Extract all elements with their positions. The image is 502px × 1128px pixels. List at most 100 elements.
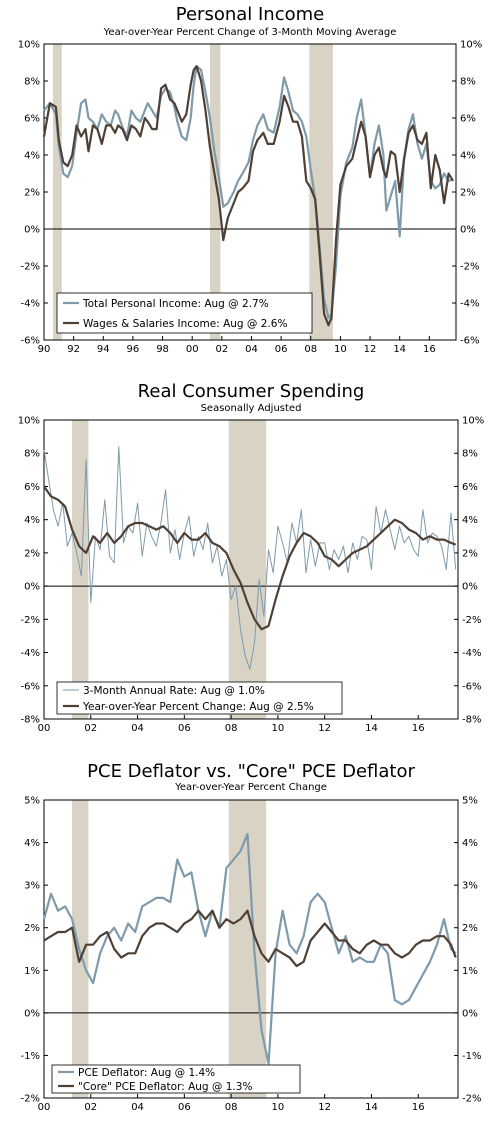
x-tick-label: 90 <box>38 344 51 355</box>
x-tick-label: 00 <box>186 344 199 355</box>
y-tick-label-left: 6% <box>24 114 40 125</box>
chart-subtitle: Seasonally Adjusted <box>201 403 302 414</box>
y-tick-label-left: -2% <box>21 615 40 626</box>
legend-label: Wages & Salaries Income: Aug @ 2.6% <box>83 318 287 330</box>
legend-box <box>51 1064 301 1094</box>
y-tick-label-left: 5% <box>24 796 40 807</box>
chart-title: Real Consumer Spending <box>138 381 365 402</box>
x-tick-label: 12 <box>318 1102 331 1113</box>
x-tick-label: 06 <box>178 1102 191 1113</box>
y-tick-label-right: 8% <box>460 77 476 88</box>
y-tick-label-right: -6% <box>462 681 481 692</box>
y-tick-label-right: -2% <box>462 1094 481 1105</box>
legend-label: 3-Month Annual Rate: Aug @ 1.0% <box>83 685 265 697</box>
y-tick-label-left: 3% <box>24 881 40 892</box>
x-tick-label: 04 <box>245 344 258 355</box>
y-tick-label-left: 4% <box>24 151 40 162</box>
x-tick-label: 08 <box>225 723 238 734</box>
chart-1: Personal Income Year-over-Year Percent Ch… <box>18 4 482 355</box>
x-tick-label: 02 <box>84 1102 97 1113</box>
x-tick-label: 06 <box>178 723 191 734</box>
y-tick-label-left: -1% <box>21 1051 40 1062</box>
legend-label: Year-over-Year Percent Change: Aug @ 2.5… <box>82 701 314 713</box>
y-tick-label-left: -2% <box>21 262 40 273</box>
x-tick-label: 00 <box>38 1102 51 1113</box>
y-tick-label-left: 0% <box>24 582 40 593</box>
x-tick-label: 16 <box>423 344 436 355</box>
y-tick-label-right: 2% <box>462 548 478 559</box>
x-tick-label: 96 <box>127 344 140 355</box>
recession-band <box>209 44 221 340</box>
legend-box <box>56 292 313 334</box>
y-tick-label-right: 5% <box>462 796 478 807</box>
x-tick-label: 02 <box>84 723 97 734</box>
y-tick-label-right: -6% <box>460 336 479 347</box>
x-tick-label: 92 <box>67 344 80 355</box>
recession-band <box>228 420 267 719</box>
chart-3: PCE Deflator vs. "Core" PCE DeflatorYear… <box>21 761 482 1113</box>
x-tick-label: 06 <box>275 344 288 355</box>
series-line-primary <box>43 65 454 319</box>
y-tick-label-right: -4% <box>460 299 479 310</box>
series-line-secondary <box>43 485 457 631</box>
y-tick-label-left: -2% <box>21 1094 40 1105</box>
x-tick-label: 10 <box>334 344 347 355</box>
y-tick-label-left: -6% <box>21 336 40 347</box>
y-tick-label-left: 8% <box>24 77 40 88</box>
chart-title: Personal Income <box>176 4 324 25</box>
y-tick-label-right: 4% <box>460 151 476 162</box>
legend-box <box>56 681 343 715</box>
y-tick-label-left: 2% <box>24 548 40 559</box>
y-tick-label-left: 8% <box>24 449 40 460</box>
x-tick-label: 14 <box>365 723 378 734</box>
y-tick-label-right: 0% <box>462 1008 478 1019</box>
y-tick-label-left: 2% <box>24 188 40 199</box>
y-tick-label-left: 4% <box>24 515 40 526</box>
y-tick-label-right: -2% <box>462 615 481 626</box>
y-tick-label-left: 0% <box>24 1008 40 1019</box>
chart-subtitle: Year-over-Year Percent Change of 3-Month… <box>103 27 397 38</box>
x-tick-label: 94 <box>97 344 110 355</box>
legend-label: "Core" PCE Deflator: Aug @ 1.3% <box>78 1081 252 1093</box>
series-line-secondary <box>42 65 454 327</box>
x-tick-label: 08 <box>304 344 317 355</box>
y-tick-label-left: -4% <box>21 299 40 310</box>
plot-frame <box>43 419 459 720</box>
y-tick-label-left: -8% <box>21 715 40 726</box>
recession-band <box>309 44 333 340</box>
plot-frame <box>43 799 459 1099</box>
y-tick-label-right: 10% <box>462 416 484 427</box>
x-tick-label: 08 <box>225 1102 238 1113</box>
y-tick-label-right: 0% <box>460 225 476 236</box>
y-tick-label-left: 4% <box>24 838 40 849</box>
series-line-primary <box>42 833 457 1065</box>
y-tick-label-right: -2% <box>460 262 479 273</box>
chart-title: PCE Deflator vs. "Core" PCE Deflator <box>87 761 415 782</box>
x-tick-label: 14 <box>393 344 406 355</box>
y-tick-label-left: 10% <box>18 416 40 427</box>
y-tick-label-right: -4% <box>462 648 481 659</box>
y-tick-label-left: -4% <box>21 648 40 659</box>
x-tick-label: 16 <box>412 1102 425 1113</box>
x-tick-label: 00 <box>38 723 51 734</box>
x-tick-label: 16 <box>412 723 425 734</box>
y-tick-label-left: 0% <box>24 225 40 236</box>
y-tick-label-right: 1% <box>462 966 478 977</box>
y-tick-label-right: 8% <box>462 449 478 460</box>
y-tick-label-right: 2% <box>462 923 478 934</box>
y-tick-label-right: 3% <box>462 881 478 892</box>
series-line-primary <box>43 446 457 670</box>
y-tick-label-right: 2% <box>460 188 476 199</box>
y-tick-label-right: 4% <box>462 838 478 849</box>
x-tick-label: 10 <box>272 1102 285 1113</box>
y-tick-label-right: 4% <box>462 515 478 526</box>
x-tick-label: 12 <box>318 723 331 734</box>
y-tick-label-right: 10% <box>460 40 482 51</box>
x-tick-label: 04 <box>131 723 144 734</box>
recession-band <box>52 44 62 340</box>
x-tick-label: 12 <box>364 344 377 355</box>
x-tick-label: 98 <box>156 344 169 355</box>
y-tick-label-left: 6% <box>24 482 40 493</box>
